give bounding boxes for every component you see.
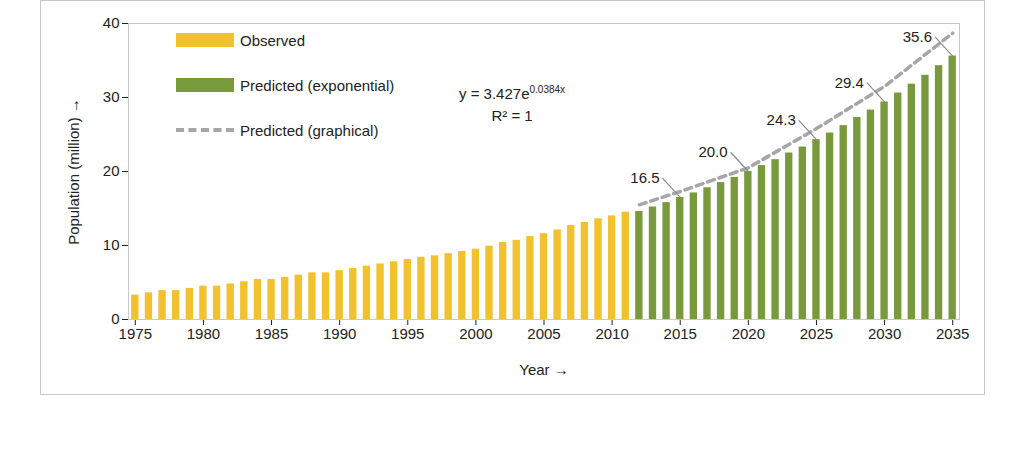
svg-text:16.5: 16.5 <box>630 169 659 186</box>
svg-text:24.3: 24.3 <box>767 111 796 128</box>
svg-text:2005: 2005 <box>527 325 560 342</box>
svg-text:1990: 1990 <box>323 325 356 342</box>
svg-text:30: 30 <box>103 88 120 105</box>
svg-text:2025: 2025 <box>800 325 833 342</box>
svg-text:1980: 1980 <box>187 325 220 342</box>
html-text:Observed: Observed <box>240 31 305 49</box>
html-text:Predicted (graphical): Predicted (graphical) <box>240 121 379 139</box>
html-text:R² = 1: R² = 1 <box>491 107 533 124</box>
svg-text:2000: 2000 <box>459 325 492 342</box>
svg-text:1995: 1995 <box>391 325 424 342</box>
html-text:Predicted (exponential): Predicted (exponential) <box>240 76 395 94</box>
svg-text:2010: 2010 <box>595 325 628 342</box>
svg-text:20.0: 20.0 <box>698 143 727 160</box>
svg-text:2020: 2020 <box>732 325 765 342</box>
svg-text:2015: 2015 <box>664 325 697 342</box>
html-text:y = 3.427e0.0384x: y = 3.427e0.0384x <box>459 84 566 102</box>
svg-text:2035: 2035 <box>936 325 969 342</box>
svg-text:40: 40 <box>103 14 120 31</box>
svg-text:0: 0 <box>111 310 120 328</box>
svg-text:Population (million) →: Population (million) → <box>65 98 82 245</box>
svg-text:2030: 2030 <box>868 325 901 342</box>
svg-text:1985: 1985 <box>255 325 288 342</box>
svg-text:35.6: 35.6 <box>903 28 932 45</box>
svg-text:29.4: 29.4 <box>835 74 864 91</box>
svg-text:Year →: Year → <box>519 361 568 378</box>
svg-text:20: 20 <box>103 162 120 179</box>
svg-text:10: 10 <box>103 236 120 253</box>
svg-text:1975: 1975 <box>119 325 152 342</box>
